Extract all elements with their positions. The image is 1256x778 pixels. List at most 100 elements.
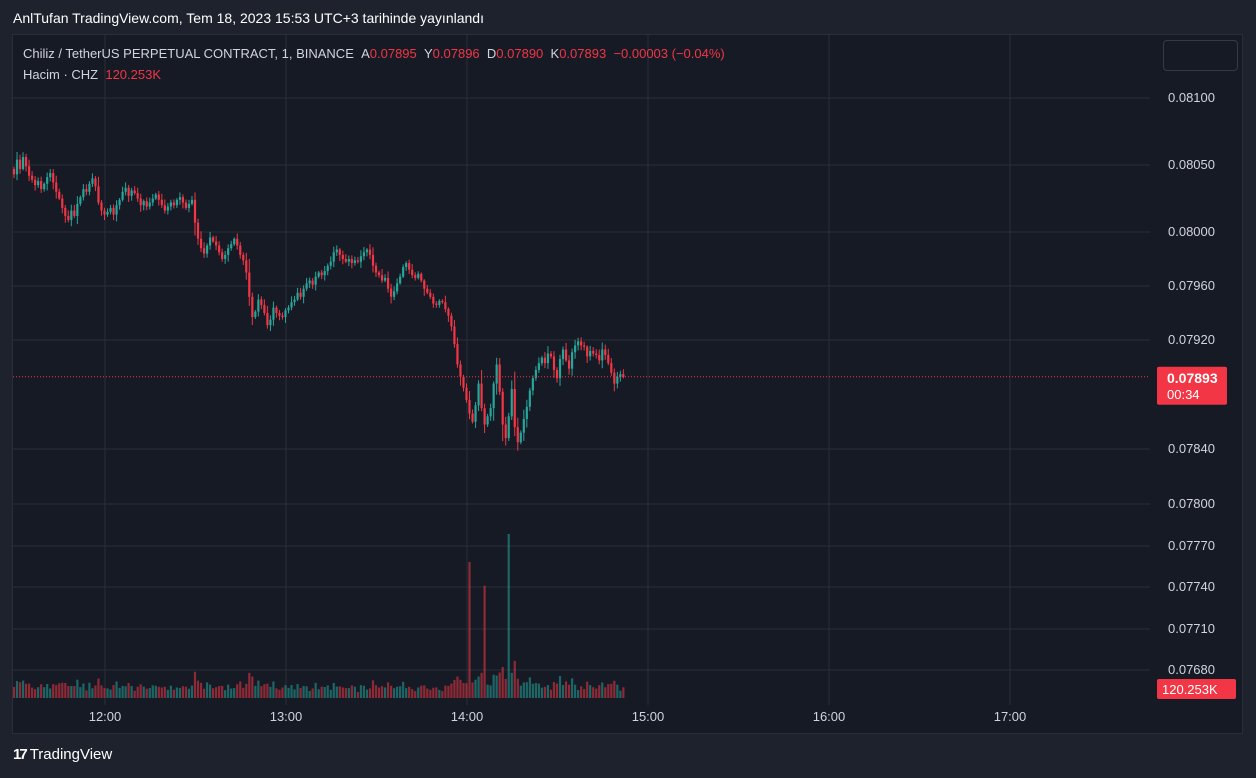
candle-body bbox=[402, 267, 405, 277]
candle-body bbox=[239, 245, 242, 255]
candle-body bbox=[118, 199, 121, 206]
volume-bar bbox=[432, 687, 435, 698]
volume-bar bbox=[284, 685, 287, 698]
volume-bar bbox=[70, 686, 73, 698]
volume-bar bbox=[263, 684, 266, 698]
candle-body bbox=[127, 187, 130, 196]
volume-bar bbox=[429, 689, 432, 698]
candle-body bbox=[341, 254, 344, 259]
volume-bar bbox=[365, 689, 369, 698]
price-tick-label: 0.07770 bbox=[1168, 538, 1215, 553]
grid-lines bbox=[13, 35, 1150, 705]
candle-body bbox=[374, 265, 378, 273]
volume-bar bbox=[278, 689, 281, 698]
time-tick-label: 15:00 bbox=[632, 709, 665, 724]
candle-body bbox=[196, 222, 200, 239]
volume-bar bbox=[604, 687, 607, 698]
volume-bar bbox=[347, 688, 350, 698]
volume-bar bbox=[106, 688, 109, 698]
volume-bar bbox=[564, 681, 568, 698]
candle-body bbox=[604, 349, 607, 355]
candle-body bbox=[504, 424, 507, 439]
volume-bar bbox=[444, 685, 447, 698]
candle-body bbox=[199, 238, 203, 249]
candle-body bbox=[386, 277, 390, 289]
volume-bar bbox=[622, 687, 625, 698]
volume-bar bbox=[160, 687, 163, 698]
candle-body bbox=[326, 265, 329, 272]
candle-body bbox=[314, 276, 317, 285]
chart-toolbar-box[interactable] bbox=[1163, 40, 1238, 71]
candle-body bbox=[190, 199, 194, 204]
volume-bar bbox=[389, 685, 393, 698]
volume-bar bbox=[12, 686, 16, 698]
volume-bar bbox=[76, 679, 79, 698]
candle-body bbox=[574, 345, 577, 353]
candle-body bbox=[202, 248, 206, 254]
volume-bar bbox=[139, 684, 142, 698]
candle-body bbox=[534, 369, 537, 379]
candle-body bbox=[257, 299, 260, 312]
candle-body bbox=[489, 408, 492, 417]
candle-body bbox=[335, 249, 338, 253]
volume-bar bbox=[239, 681, 242, 698]
volume-bar bbox=[580, 686, 583, 698]
volume-bar bbox=[525, 682, 528, 698]
volume-bar bbox=[586, 681, 589, 698]
candle-body bbox=[160, 199, 163, 206]
candle-body bbox=[284, 310, 287, 318]
volume-bar bbox=[492, 674, 495, 698]
volume-bar bbox=[383, 687, 387, 698]
volume-bar bbox=[94, 685, 97, 698]
volume-bar bbox=[567, 684, 571, 698]
candle-body bbox=[290, 302, 293, 308]
candles bbox=[12, 151, 625, 451]
legend-ohlc: Chiliz / TetherUS PERPETUAL CONTRACT, 1,… bbox=[23, 46, 725, 61]
candle-body bbox=[260, 299, 263, 305]
volume-bar bbox=[202, 688, 206, 698]
volume-bar bbox=[27, 683, 31, 698]
volume-bar bbox=[100, 685, 103, 698]
volume-bar bbox=[498, 672, 501, 698]
candle-body bbox=[516, 427, 519, 443]
volume-bar bbox=[471, 682, 474, 698]
volume-bar bbox=[359, 685, 363, 698]
candle-body bbox=[607, 354, 610, 364]
candle-body bbox=[453, 326, 456, 345]
tradingview-logo[interactable]: 17 TradingView bbox=[13, 746, 112, 763]
volume-bar bbox=[380, 686, 384, 698]
volume-bar bbox=[577, 690, 580, 698]
volume-bar bbox=[127, 683, 130, 698]
volume-bar bbox=[148, 688, 151, 698]
candle-body bbox=[145, 201, 148, 207]
volume-bar bbox=[254, 685, 257, 698]
volume-bar bbox=[112, 685, 115, 698]
volume-bar bbox=[85, 690, 88, 698]
volume-bar bbox=[320, 686, 323, 698]
candle-body bbox=[546, 353, 550, 364]
current-price-label: 0.07893 bbox=[1167, 370, 1218, 386]
candle-body bbox=[537, 363, 540, 370]
volume-bar bbox=[43, 687, 46, 698]
candle-body bbox=[399, 276, 402, 284]
volume-bar bbox=[212, 688, 215, 698]
volume-bar bbox=[24, 683, 28, 698]
volume-bar bbox=[115, 681, 118, 698]
candle-body bbox=[362, 252, 366, 257]
candle-body bbox=[112, 207, 115, 215]
candle-body bbox=[85, 189, 88, 192]
legend-close-value: 0.07893 bbox=[559, 46, 607, 61]
volume-bar bbox=[537, 683, 540, 698]
volume-bar bbox=[166, 689, 169, 698]
candle-body bbox=[353, 260, 356, 264]
candle-body bbox=[426, 288, 429, 293]
candle-body bbox=[31, 175, 34, 180]
candle-body bbox=[151, 198, 154, 203]
tradingview-brand: TradingView bbox=[29, 746, 113, 763]
volume-bar bbox=[323, 686, 326, 698]
volume-bar bbox=[193, 671, 197, 698]
candle-body bbox=[215, 241, 218, 246]
candle-body bbox=[468, 399, 471, 414]
chart-frame[interactable] bbox=[12, 34, 1243, 734]
